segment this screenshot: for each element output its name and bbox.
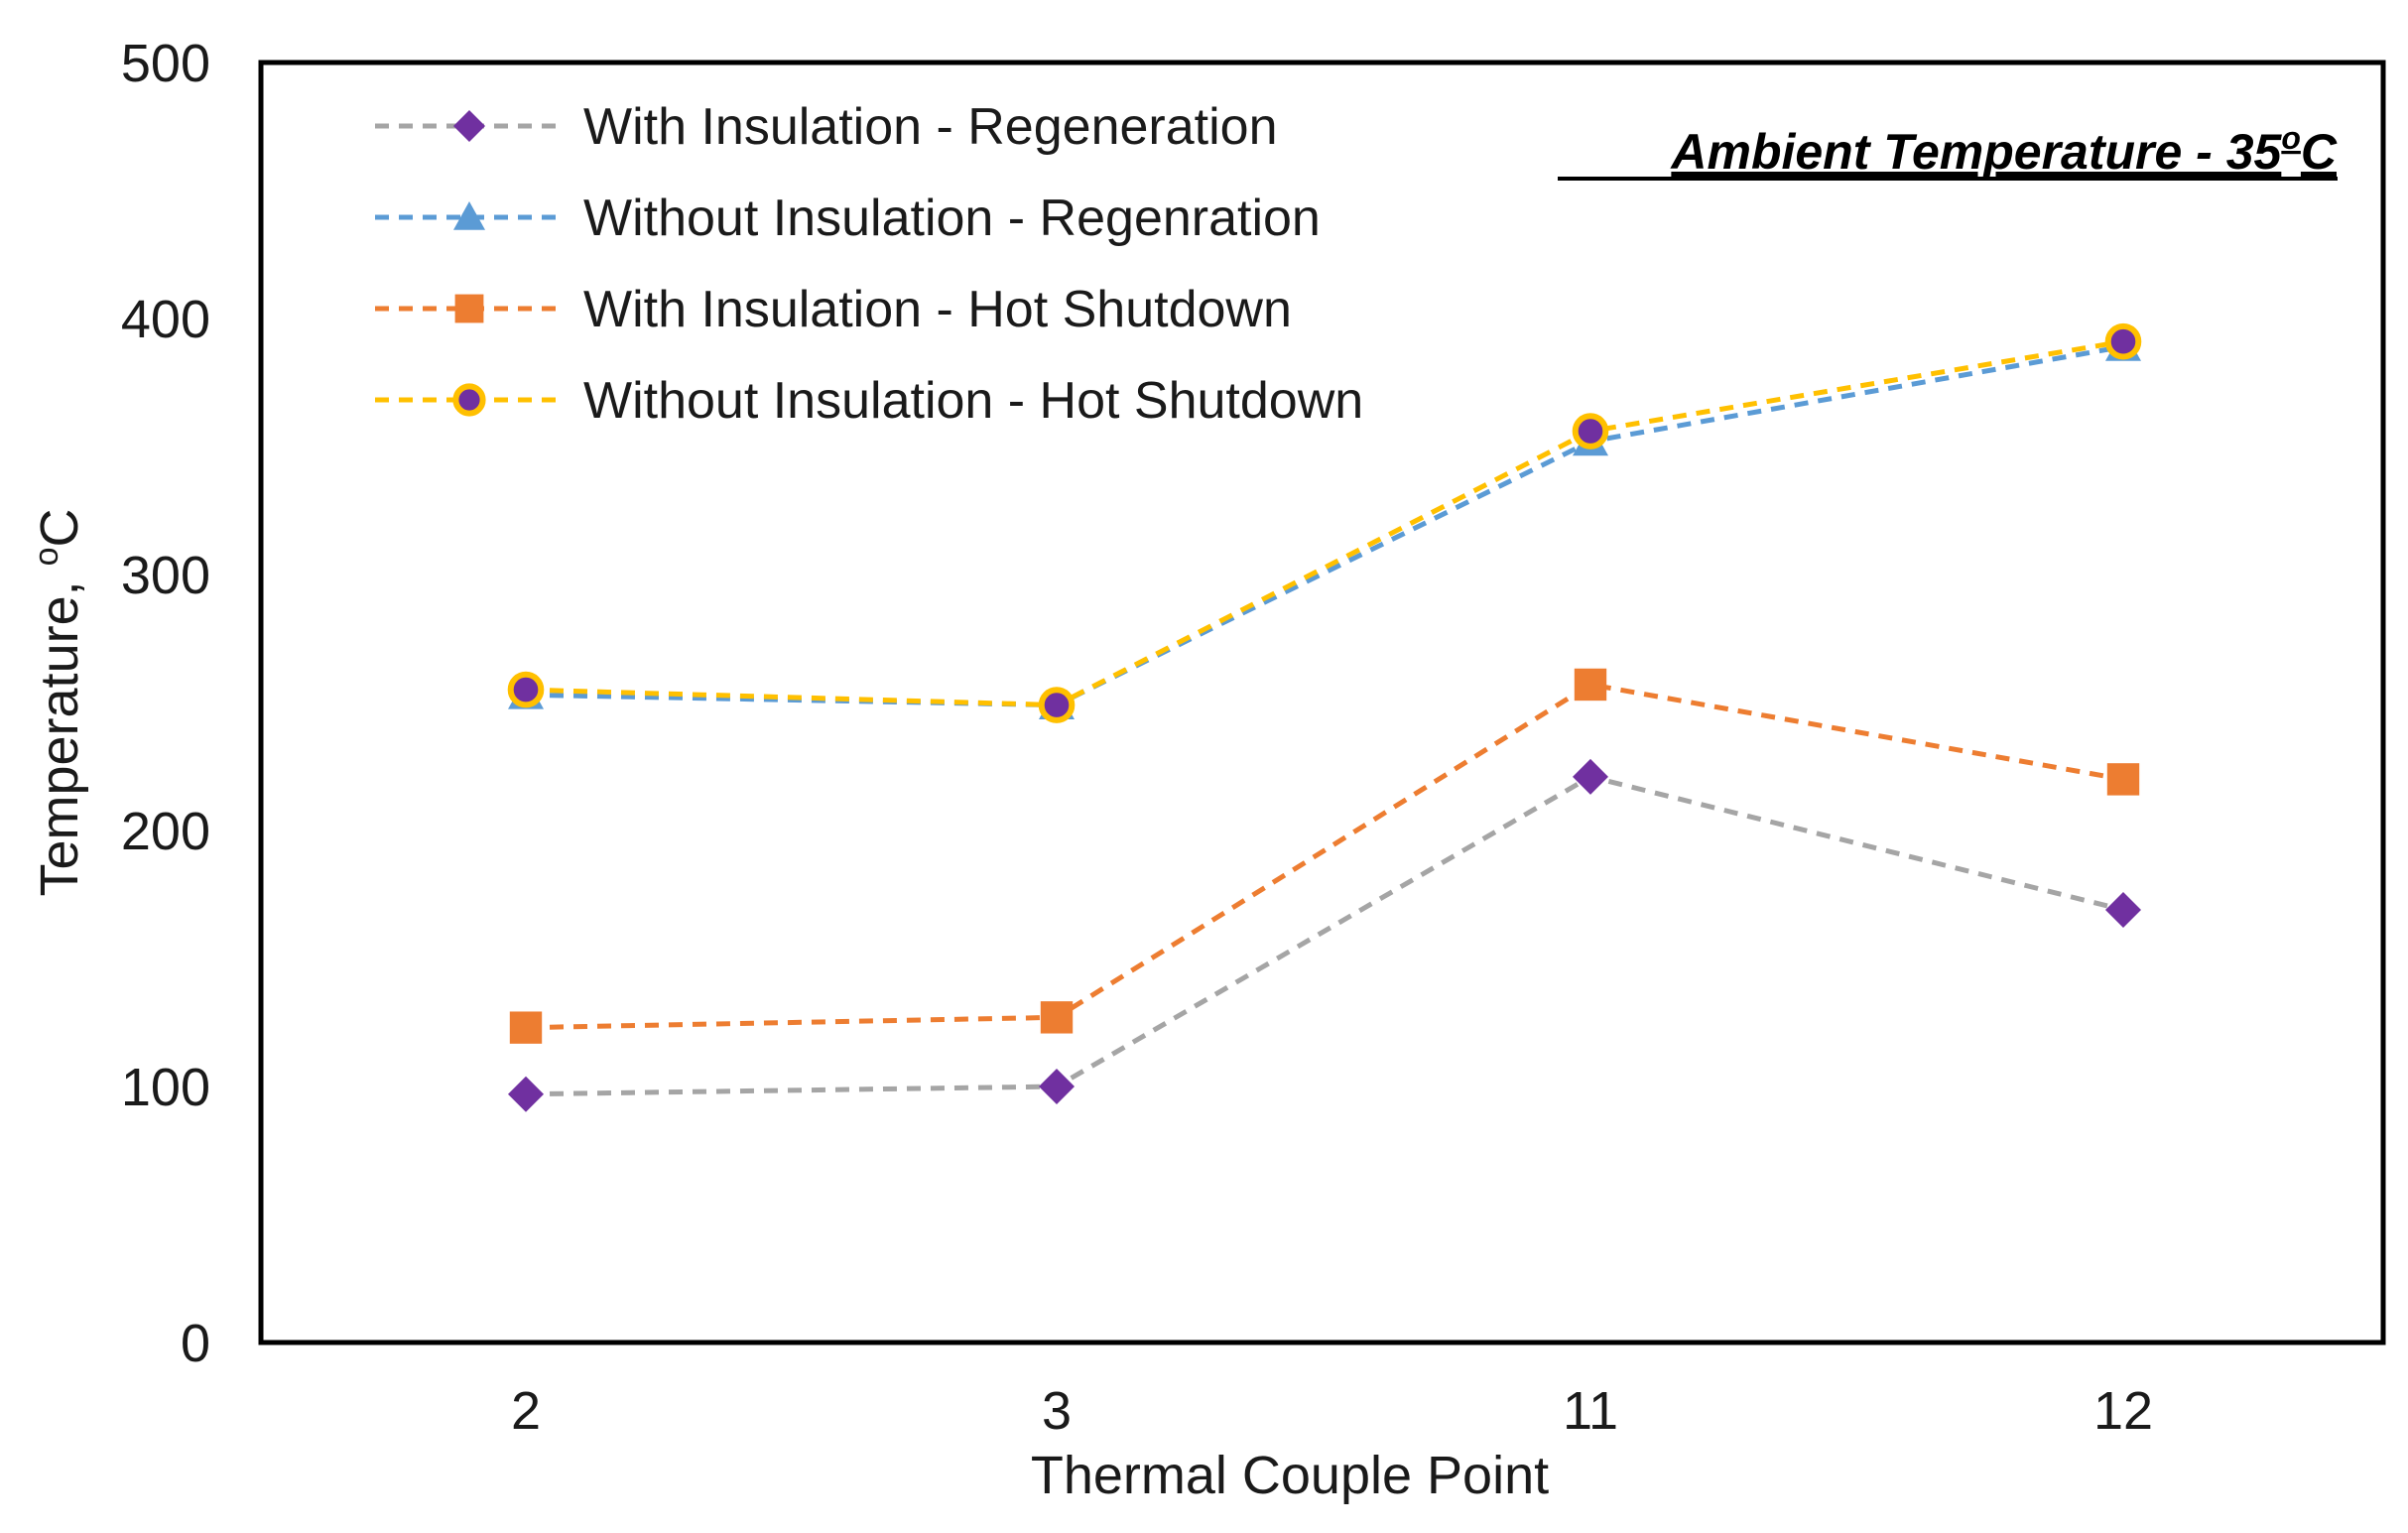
legend-item: Without Insulation - Hot Shutdown bbox=[375, 372, 1363, 430]
series-line bbox=[525, 343, 2124, 708]
data-point bbox=[2105, 891, 2141, 928]
x-tick-label: 11 bbox=[1563, 1381, 1618, 1441]
data-point bbox=[1572, 413, 1609, 449]
x-tick-label: 3 bbox=[1042, 1381, 1072, 1441]
plot-area bbox=[258, 60, 2386, 1345]
x-axis-ticks: 2 3 11 12 bbox=[511, 1381, 2153, 1441]
annotation-main: Ambient Temperature - 35 bbox=[1669, 124, 2282, 180]
series-line bbox=[525, 338, 2124, 708]
x-axis-title: Thermal Couple Point bbox=[1031, 1446, 1549, 1505]
data-point bbox=[508, 1076, 544, 1112]
y-tick-label: 200 bbox=[121, 802, 210, 861]
legend-marker bbox=[452, 383, 486, 417]
y-tick-label: 500 bbox=[121, 34, 210, 93]
x-tick-label: 12 bbox=[2093, 1381, 2153, 1441]
y-tick-label: 0 bbox=[181, 1314, 210, 1373]
legend-label: Without Insulation - Hot Shutdown bbox=[583, 372, 1363, 430]
y-axis-title-main: Temperature, bbox=[30, 566, 89, 896]
data-point bbox=[1038, 687, 1076, 723]
ambient-temperature-annotation: Ambient Temperature - 35oC bbox=[1669, 120, 2338, 180]
data-point bbox=[1039, 1069, 1075, 1104]
series-3 bbox=[509, 668, 2140, 1044]
series-layer bbox=[507, 322, 2142, 1112]
legend-marker bbox=[454, 294, 484, 323]
legend-item: With Insulation - Regeneration bbox=[375, 98, 1278, 156]
data-point bbox=[2104, 322, 2142, 360]
legend-marker bbox=[453, 201, 485, 230]
y-axis-title: Temperature, oC bbox=[28, 508, 89, 896]
annotation-unit: C bbox=[2301, 124, 2338, 180]
legend-item: With Insulation - Hot Shutdown bbox=[375, 281, 1292, 338]
series-1 bbox=[508, 758, 2141, 1112]
y-axis-title-unit: C bbox=[30, 508, 89, 547]
data-point bbox=[1040, 1001, 1074, 1034]
series-line bbox=[525, 774, 2124, 1097]
series-line bbox=[525, 682, 2124, 1031]
y-axis-ticks: 0 100 200 300 400 500 bbox=[121, 34, 210, 1373]
y-axis-title-superscript: o bbox=[28, 547, 65, 566]
data-point bbox=[2106, 763, 2140, 796]
data-point bbox=[1574, 668, 1607, 702]
y-tick-label: 300 bbox=[121, 546, 210, 605]
legend-item: Without Insulation - Regenration bbox=[375, 190, 1321, 247]
data-point bbox=[509, 1011, 543, 1044]
data-point bbox=[1573, 758, 1608, 795]
legend-label: With Insulation - Hot Shutdown bbox=[583, 281, 1292, 338]
data-point bbox=[507, 671, 545, 708]
annotation-superscript: o bbox=[2281, 120, 2301, 156]
legend-marker bbox=[453, 110, 485, 142]
legend-label: With Insulation - Regeneration bbox=[583, 98, 1278, 156]
legend-label: Without Insulation - Regenration bbox=[583, 190, 1321, 247]
legend: With Insulation - Regeneration Without In… bbox=[375, 98, 1363, 430]
x-tick-label: 2 bbox=[511, 1381, 541, 1441]
y-tick-label: 100 bbox=[121, 1058, 210, 1117]
series-4 bbox=[507, 322, 2142, 723]
y-tick-label: 400 bbox=[121, 290, 210, 349]
